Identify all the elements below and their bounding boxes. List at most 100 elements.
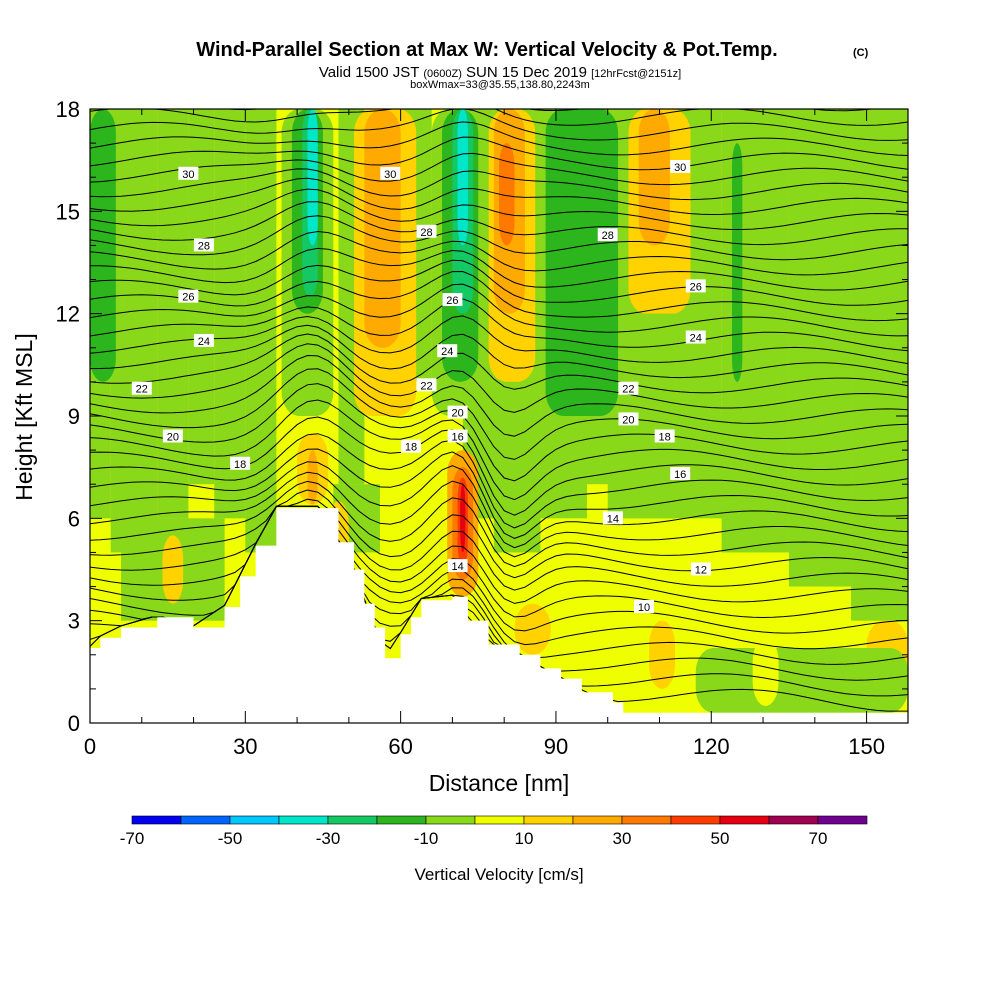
contour-label-text: 20 bbox=[167, 431, 179, 443]
contour-label-text: 10 bbox=[638, 602, 650, 614]
colorbar-labels: -70 -50 -30 -10 10 30 50 70 bbox=[120, 829, 828, 848]
theta-contour-label: 18 bbox=[400, 439, 421, 454]
theta-contour-label: 18 bbox=[654, 429, 675, 443]
isentrope bbox=[90, 383, 908, 482]
theta-contour-label: 28 bbox=[193, 238, 214, 252]
y-tick-label: 15 bbox=[56, 199, 80, 224]
isentrope bbox=[90, 505, 908, 634]
velocity-feature bbox=[731, 143, 743, 382]
theta-contour-label: 30 bbox=[380, 166, 401, 181]
contour-label-text: 24 bbox=[441, 346, 453, 358]
velocity-feature bbox=[638, 109, 670, 246]
theta-contour-label: 30 bbox=[670, 159, 691, 174]
theta-contour-label: 20 bbox=[162, 429, 183, 443]
theta-contour-label: 14 bbox=[447, 559, 468, 573]
chart-subtitle: Valid 1500 JST (0600Z) SUN 15 Dec 2019 [… bbox=[319, 64, 681, 81]
y-tick-label: 0 bbox=[68, 711, 80, 736]
x-tick-label: 120 bbox=[693, 734, 730, 759]
contour-label-box bbox=[670, 466, 691, 480]
contour-label-box bbox=[437, 344, 458, 358]
valid-date: SUN 15 Dec 2019 bbox=[466, 64, 587, 81]
isentrope bbox=[90, 201, 908, 246]
contour-label-text: 24 bbox=[690, 333, 702, 345]
colorbar-swatch bbox=[817, 815, 868, 825]
isentrope bbox=[90, 136, 908, 171]
y-tick-label: 6 bbox=[68, 506, 80, 531]
theta-contour-label: 18 bbox=[230, 456, 251, 471]
contour-label-text: 18 bbox=[659, 431, 671, 443]
isentrope bbox=[90, 399, 908, 501]
x-tick-label: 150 bbox=[848, 734, 885, 759]
isentrope bbox=[90, 109, 908, 126]
forecast-info: [12hrFcst@2151z] bbox=[591, 68, 681, 80]
contour-label-text: 26 bbox=[690, 281, 702, 293]
colorbar-label: -70 bbox=[120, 829, 145, 848]
colorbar-swatch bbox=[523, 815, 574, 825]
theta-contour-label: 28 bbox=[416, 224, 437, 239]
theta-contour-label: 14 bbox=[602, 511, 623, 525]
colorbar-swatch bbox=[180, 815, 231, 825]
theta-contour-label: 22 bbox=[416, 378, 437, 392]
colorbar-label: 50 bbox=[711, 829, 730, 848]
x-axis-label: Distance [nm] bbox=[429, 770, 570, 796]
theta-contour-label: 26 bbox=[178, 289, 199, 304]
contour-label-box bbox=[685, 330, 706, 344]
y-axis-label: Height [Kft MSL] bbox=[11, 333, 37, 500]
contour-label-box bbox=[685, 279, 706, 293]
velocity-feature bbox=[752, 637, 779, 706]
isentrope bbox=[90, 416, 908, 516]
theta-contour-label: 24 bbox=[685, 330, 706, 345]
y-tick-label: 12 bbox=[56, 302, 80, 327]
x-tick-label: 90 bbox=[544, 734, 568, 759]
contour-label-text: 22 bbox=[420, 380, 432, 392]
contour-label-text: 26 bbox=[446, 295, 458, 307]
contour-label-box bbox=[447, 405, 468, 419]
isentrope bbox=[90, 109, 908, 141]
contour-label-text: 20 bbox=[622, 414, 634, 426]
colorbar-swatch bbox=[327, 815, 378, 825]
contour-label-box bbox=[193, 333, 214, 347]
colorbar-swatch bbox=[621, 815, 672, 825]
contour-label-box bbox=[178, 166, 199, 180]
contour-label-text: 30 bbox=[674, 162, 686, 174]
theta-contour-label: 10 bbox=[633, 600, 654, 614]
isentrope bbox=[90, 247, 908, 291]
isentrope bbox=[90, 152, 908, 186]
contour-label-box bbox=[193, 238, 214, 252]
isentrope bbox=[90, 480, 908, 568]
chart-title: Wind-Parallel Section at Max W: Vertical… bbox=[196, 39, 777, 61]
colorbar-label: -50 bbox=[218, 829, 243, 848]
isentrope bbox=[90, 505, 908, 619]
contour-label-box bbox=[178, 289, 199, 303]
contour-label-box bbox=[380, 166, 401, 180]
isentrope bbox=[90, 298, 908, 352]
contour-label-box bbox=[597, 228, 618, 242]
valid-time: Valid 1500 JST bbox=[319, 64, 419, 81]
box-info: boxWmax=33@35.55,138.80,2243m bbox=[410, 79, 590, 91]
theta-contour-labels: 30 30 30 28 28 28 26 26 26 24 24 24 22 22 22 20 20 20 18 18… bbox=[131, 159, 711, 614]
x-tick-label: 60 bbox=[388, 734, 412, 759]
isentrope bbox=[90, 324, 908, 379]
contour-label-box bbox=[654, 429, 675, 443]
isentrope bbox=[90, 215, 908, 261]
isentrope bbox=[90, 368, 908, 460]
colorbar-swatch bbox=[719, 815, 770, 825]
isentrope bbox=[90, 121, 908, 156]
theta-contour-label: 16 bbox=[670, 466, 691, 481]
colorbar-swatch bbox=[425, 815, 476, 825]
colorbar-swatch bbox=[278, 815, 329, 825]
colorbar-label: 70 bbox=[809, 829, 828, 848]
velocity-feature bbox=[457, 109, 468, 246]
isentrope bbox=[90, 283, 908, 337]
contour-label-text: 14 bbox=[451, 561, 463, 573]
theta-contour-label: 24 bbox=[193, 333, 214, 348]
theta-contour-label: 30 bbox=[178, 166, 199, 181]
theta-contour-label: 22 bbox=[618, 381, 639, 396]
contour-label-text: 16 bbox=[674, 469, 686, 481]
plot-area bbox=[90, 109, 908, 723]
isentrope bbox=[90, 448, 908, 539]
theta-contour-label: 12 bbox=[690, 562, 711, 577]
isentrope bbox=[90, 333, 908, 394]
contour-label-text: 16 bbox=[451, 431, 463, 443]
axis-ticks bbox=[89, 108, 908, 724]
